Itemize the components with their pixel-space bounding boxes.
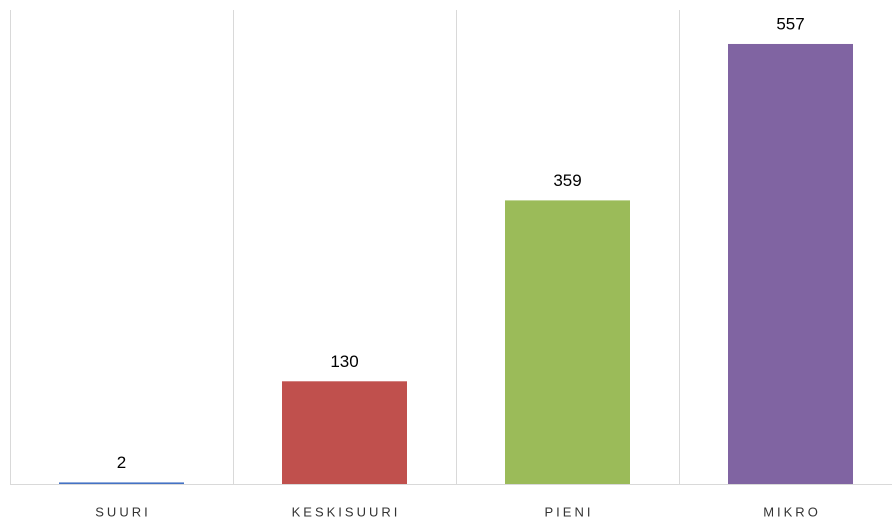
bar bbox=[59, 482, 184, 484]
data-label: 2 bbox=[117, 453, 126, 472]
bar bbox=[728, 43, 853, 484]
data-label: 557 bbox=[776, 14, 804, 33]
x-tick-label: MIKRO bbox=[763, 504, 821, 519]
bar bbox=[282, 381, 407, 484]
x-tick-label: SUURI bbox=[95, 504, 150, 519]
data-label: 130 bbox=[330, 352, 358, 371]
x-tick-label: KESKISUURI bbox=[292, 504, 401, 519]
x-tick-label: PIENI bbox=[545, 504, 594, 519]
data-label: 359 bbox=[553, 171, 581, 190]
bar bbox=[505, 200, 630, 484]
